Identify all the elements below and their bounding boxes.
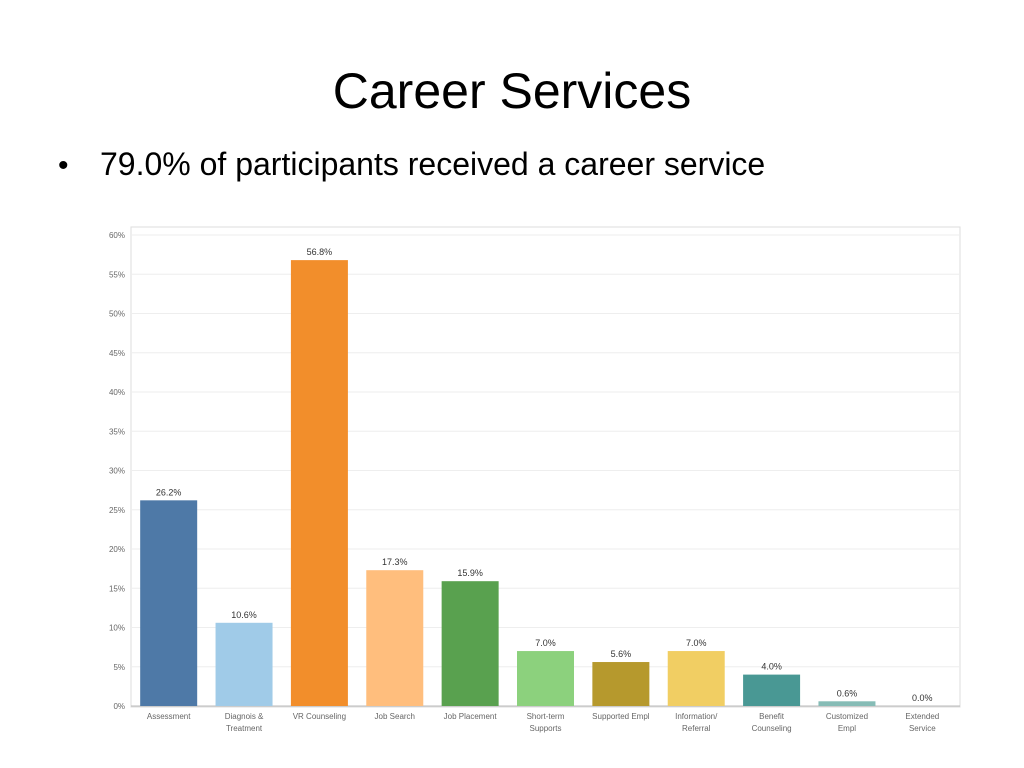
x-tick-label: Diagnois & (225, 712, 264, 721)
x-tick-label: Short-term (527, 712, 565, 721)
x-tick-label: Supports (529, 724, 561, 733)
x-tick-label: Treatment (226, 724, 263, 733)
x-tick-label: Job Search (375, 712, 415, 721)
bullet-item: • 79.0% of participants received a caree… (58, 146, 765, 183)
x-tick-label: Service (909, 724, 936, 733)
data-label: 10.6% (231, 610, 257, 620)
bullet-text: 79.0% of participants received a career … (100, 146, 766, 182)
x-tick-label: Information/ (675, 712, 718, 721)
y-tick-label: 45% (109, 349, 125, 358)
y-tick-label: 20% (109, 545, 125, 554)
x-tick-label: Supported Empl (592, 712, 650, 721)
bar (743, 674, 801, 706)
x-tick-label: Counseling (752, 724, 792, 733)
y-tick-label: 10% (109, 624, 125, 633)
y-tick-label: 25% (109, 506, 125, 515)
slide-title: Career Services (332, 63, 692, 119)
bar (818, 701, 876, 706)
x-tick-label: Empl (838, 724, 856, 733)
x-tick-label: Benefit (759, 712, 785, 721)
data-label: 56.8% (307, 247, 333, 257)
x-tick-label: Referral (682, 724, 711, 733)
bar (290, 260, 348, 706)
y-tick-label: 30% (109, 467, 125, 476)
data-label: 15.9% (457, 568, 483, 578)
data-label: 7.0% (535, 638, 556, 648)
bar (517, 651, 574, 706)
data-label: 0.0% (912, 693, 933, 703)
y-tick-label: 40% (109, 388, 125, 397)
data-label: 4.0% (761, 662, 782, 672)
bullet-marker: • (58, 149, 69, 182)
y-tick-label: 60% (109, 231, 125, 240)
data-label: 7.0% (686, 638, 707, 648)
bar (667, 651, 725, 706)
bar (441, 581, 499, 706)
y-tick-label: 5% (113, 663, 125, 672)
data-label: 17.3% (382, 557, 408, 567)
y-tick-label: 35% (109, 427, 125, 436)
y-tick-label: 50% (109, 310, 125, 319)
bar (592, 662, 650, 706)
data-label: 0.6% (837, 688, 858, 698)
x-tick-label: Assessment (147, 712, 191, 721)
data-label: 5.6% (611, 649, 632, 659)
bar (215, 622, 273, 706)
y-tick-label: 55% (109, 270, 125, 279)
x-tick-label: Customized (826, 712, 868, 721)
x-tick-label: Extended (905, 712, 939, 721)
y-tick-label: 0% (113, 702, 125, 711)
x-tick-label: VR Counseling (293, 712, 346, 721)
bar (366, 570, 424, 706)
y-tick-label: 15% (109, 584, 125, 593)
x-tick-label: Job Placement (444, 712, 498, 721)
data-label: 26.2% (156, 487, 182, 497)
bar (140, 500, 198, 706)
